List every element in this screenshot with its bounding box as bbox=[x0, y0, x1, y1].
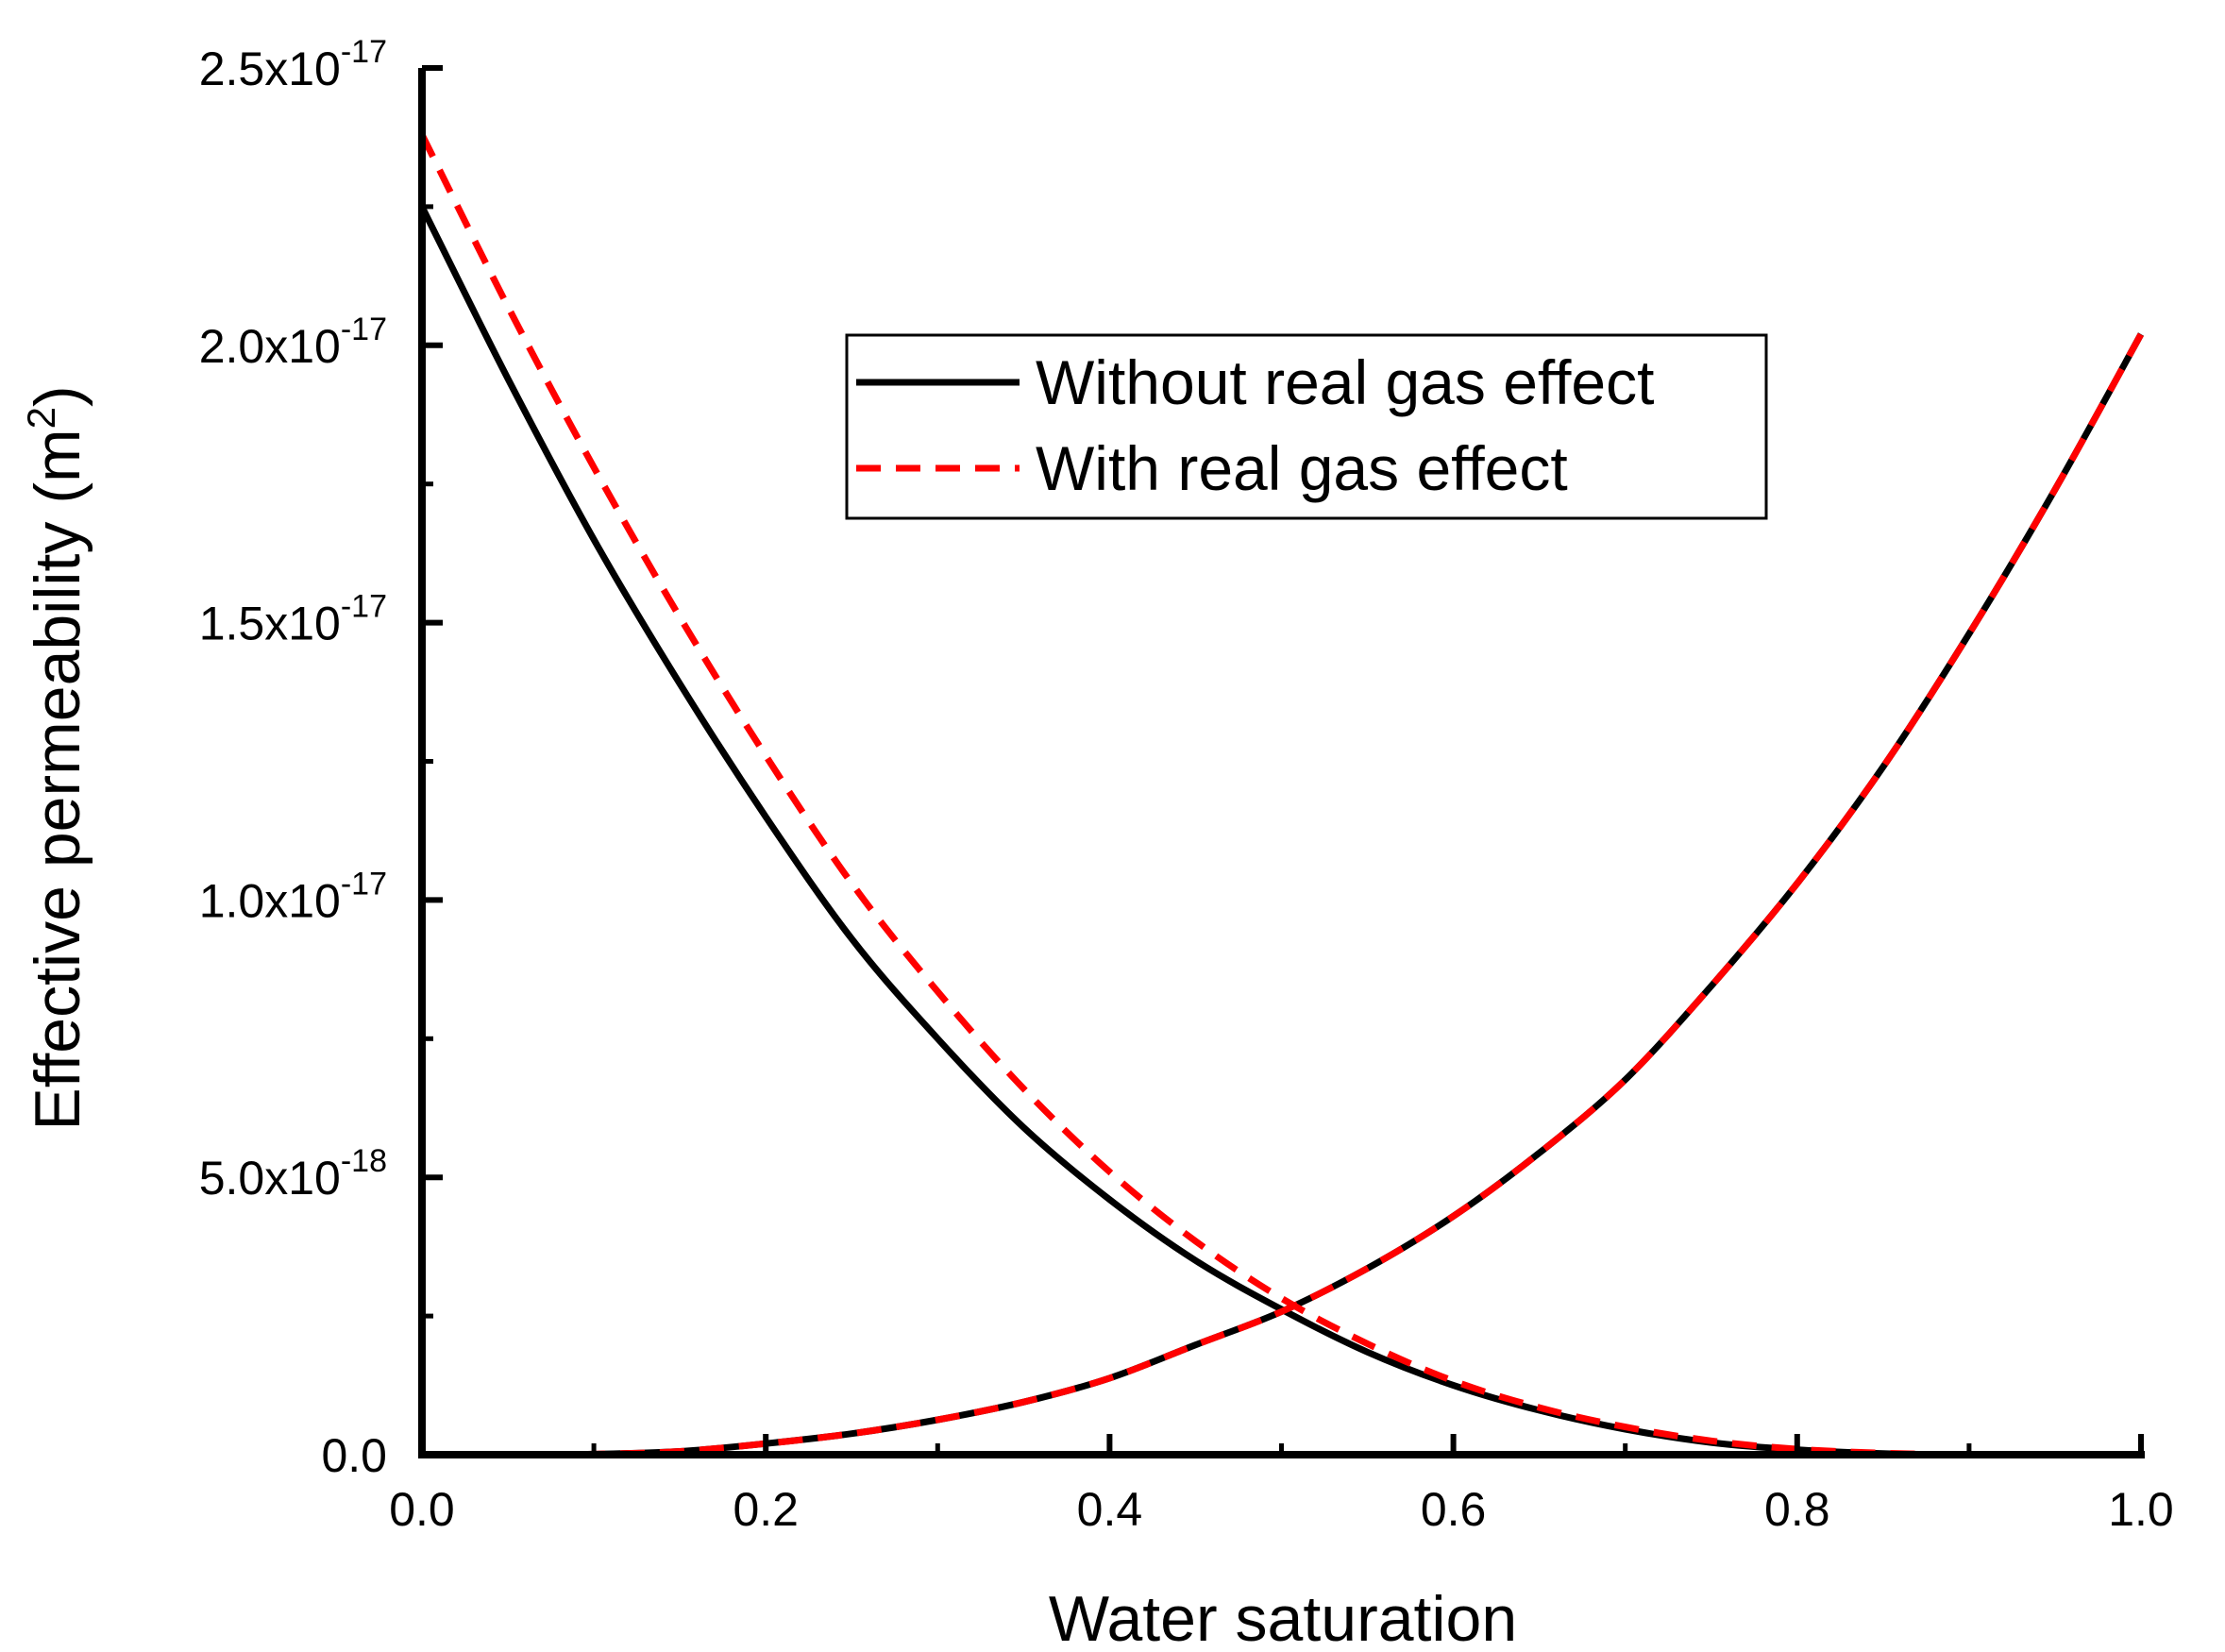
legend-label-without: Without real gas effect bbox=[1036, 347, 1654, 417]
y-tick-exponent: -18 bbox=[341, 1143, 387, 1179]
y-axis-title-main: Effective permeability (m bbox=[22, 429, 93, 1130]
y-tick-exponent: -17 bbox=[341, 589, 387, 625]
y-tick-exponent: -17 bbox=[341, 34, 387, 70]
y-tick-exponent: -17 bbox=[341, 312, 387, 347]
y-tick-label: 1.5x10-17 bbox=[199, 589, 387, 650]
ticks-layer: 0.0 0.2 0.4 0.6 0.8 1.00.05.0x10-181.0x10-171… bbox=[199, 34, 2174, 1536]
y-tick-mantissa: 1.0x10 bbox=[199, 874, 341, 927]
legend-label-with: With real gas effect bbox=[1036, 433, 1568, 503]
x-axis-title: Water saturation bbox=[1049, 1583, 1517, 1652]
y-tick-label: 0.0 bbox=[321, 1429, 387, 1482]
series-line-with-real-gas-gas-phase bbox=[418, 132, 2141, 1458]
y-axis-title-superscript: 2 bbox=[19, 407, 63, 429]
y-tick-label: 2.5x10-17 bbox=[199, 34, 387, 95]
x-tick-label: 0.4 bbox=[1077, 1483, 1143, 1536]
x-tick-label: 0.0 bbox=[389, 1483, 455, 1536]
y-tick-mantissa: 1.5x10 bbox=[199, 598, 341, 650]
y-axis-title-close: ) bbox=[22, 385, 93, 407]
y-tick-mantissa: 2.5x10 bbox=[199, 42, 341, 95]
legend: Without real gas effect With real gas ef… bbox=[845, 333, 1768, 520]
x-tick-label: 1.0 bbox=[2108, 1483, 2174, 1536]
y-tick-mantissa: 0.0 bbox=[321, 1429, 387, 1482]
y-tick-mantissa: 5.0x10 bbox=[199, 1152, 341, 1205]
y-tick-mantissa: 2.0x10 bbox=[199, 320, 341, 373]
x-tick-label: 0.2 bbox=[733, 1483, 799, 1536]
series-layer bbox=[418, 132, 2145, 1458]
series-line-with-real-gas-water-phase bbox=[421, 332, 2145, 1458]
x-tick-label: 0.8 bbox=[1764, 1483, 1830, 1536]
y-tick-label: 5.0x10-18 bbox=[199, 1143, 387, 1205]
y-tick-label: 2.0x10-17 bbox=[199, 312, 387, 373]
y-tick-exponent: -17 bbox=[341, 866, 387, 902]
y-axis-title: Effective permeability (m2) bbox=[19, 385, 93, 1130]
legend-box bbox=[845, 333, 1768, 520]
x-tick-label: 0.6 bbox=[1421, 1483, 1487, 1536]
y-tick-label: 1.0x10-17 bbox=[199, 866, 387, 927]
